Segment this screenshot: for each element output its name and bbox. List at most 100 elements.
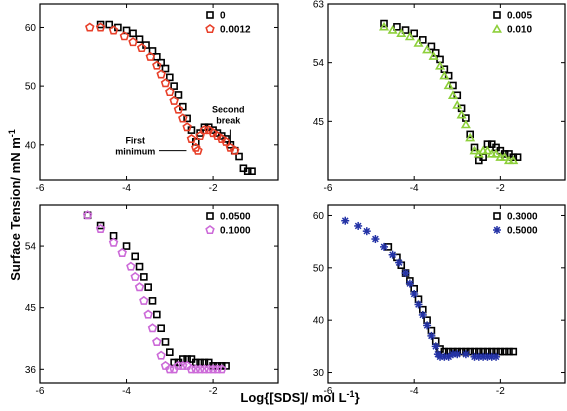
data-point: [135, 35, 144, 44]
data-point: [427, 331, 436, 340]
data-point: [418, 310, 427, 319]
x-tick-label: -6: [324, 386, 333, 397]
data-point: [235, 152, 243, 161]
data-point: [135, 262, 144, 271]
data-point: [152, 336, 162, 346]
data-point: [117, 247, 127, 257]
legend-label: 0.0500: [220, 212, 251, 223]
data-point: [456, 109, 467, 119]
y-tick-label: 54: [313, 58, 325, 69]
data-point: [221, 136, 231, 146]
data-point: [96, 20, 105, 29]
data-point: [500, 150, 509, 158]
x-tick-label: -2: [209, 183, 218, 194]
panel-top-right: -6 -4 -2 45 54 63 0.005 0.010: [313, 0, 566, 194]
series-0.010: [378, 21, 519, 165]
data-point: [199, 364, 210, 374]
data-point: [134, 282, 145, 292]
data-point: [161, 338, 170, 346]
data-point: [208, 128, 218, 138]
data-point: [186, 133, 197, 143]
y-tick-label: 50: [313, 263, 325, 274]
y-tick-label: 54: [25, 242, 37, 253]
data-point: [126, 261, 136, 271]
data-point: [152, 60, 162, 70]
data-point: [145, 51, 156, 61]
data-point: [173, 360, 184, 370]
data-point: [460, 119, 471, 129]
data-point: [156, 69, 166, 79]
x-tick-label: -2: [496, 183, 505, 194]
annotation-text: minimum: [115, 147, 155, 157]
data-point: [513, 153, 522, 161]
legend-label: 0: [220, 11, 226, 22]
data-point: [435, 60, 446, 70]
data-point: [199, 125, 210, 135]
panel-bottom-left: -6 -4 -2 36 45 54 0.0500 0.1000: [25, 204, 279, 397]
legend-marker: [206, 11, 214, 19]
panel-bottom-right: -6 -4 -2 30 40 50 60 0.3000 0.5000: [313, 204, 566, 397]
data-point: [482, 145, 493, 155]
data-point: [404, 31, 415, 41]
series-0.005: [380, 19, 522, 165]
data-point: [143, 309, 153, 319]
series-0.0012: [85, 22, 240, 155]
data-point: [500, 347, 509, 356]
y-tick-label: 60: [25, 23, 37, 34]
data-point: [129, 29, 137, 38]
data-point: [401, 26, 410, 34]
legend-label: 0.1000: [220, 226, 251, 237]
data-point: [422, 44, 433, 54]
x-axis-title-main: Log{[SDS]/ mol L: [240, 390, 346, 405]
data-point: [508, 155, 519, 165]
data-point: [182, 122, 192, 132]
x-axis-title: Log{[SDS]/ mol L-1}: [240, 389, 359, 405]
data-point: [157, 324, 165, 333]
data-point: [166, 348, 174, 356]
data-point: [509, 347, 518, 356]
data-point: [395, 258, 404, 267]
data-point: [341, 216, 350, 225]
data-point: [378, 21, 390, 31]
data-point: [140, 273, 148, 281]
data-point: [443, 80, 454, 90]
data-point: [208, 364, 218, 374]
series-0.5000: [341, 216, 501, 361]
data-point: [195, 364, 205, 374]
data-point: [447, 90, 458, 99]
data-point: [410, 29, 418, 38]
data-point: [153, 310, 161, 319]
series-0.1000: [82, 210, 227, 374]
data-point: [216, 133, 227, 143]
data-point: [130, 271, 140, 281]
data-point: [396, 28, 407, 38]
data-point: [387, 25, 398, 34]
data-point: [183, 114, 191, 123]
x-tick-label: -4: [122, 183, 131, 194]
data-point: [410, 290, 419, 298]
legend: 0.3000 0.5000: [493, 212, 538, 237]
x-tick-label: -6: [36, 386, 45, 397]
data-point: [496, 347, 505, 356]
x-axis-title-end: }: [355, 390, 360, 405]
legend-label: 0.0012: [220, 25, 251, 36]
data-point: [148, 297, 157, 305]
legend-marker: [493, 11, 501, 19]
legend-marker: [493, 226, 501, 234]
data-point: [160, 360, 171, 370]
y-tick-label: 50: [25, 82, 37, 93]
data-point: [222, 135, 230, 143]
data-point: [128, 37, 138, 47]
annotation-text: Second: [212, 105, 245, 115]
data-point: [461, 350, 470, 359]
data-point: [401, 269, 410, 278]
legend-label: 0.5000: [507, 226, 538, 237]
data-point: [186, 364, 197, 374]
data-point: [405, 279, 414, 288]
y-axis-title: Surface Tension/ mN m-1: [7, 129, 23, 281]
x-axis-title-superscript: -1: [347, 389, 355, 399]
data-point: [212, 364, 223, 374]
y-tick-label: 60: [313, 211, 325, 222]
data-point: [354, 221, 363, 230]
